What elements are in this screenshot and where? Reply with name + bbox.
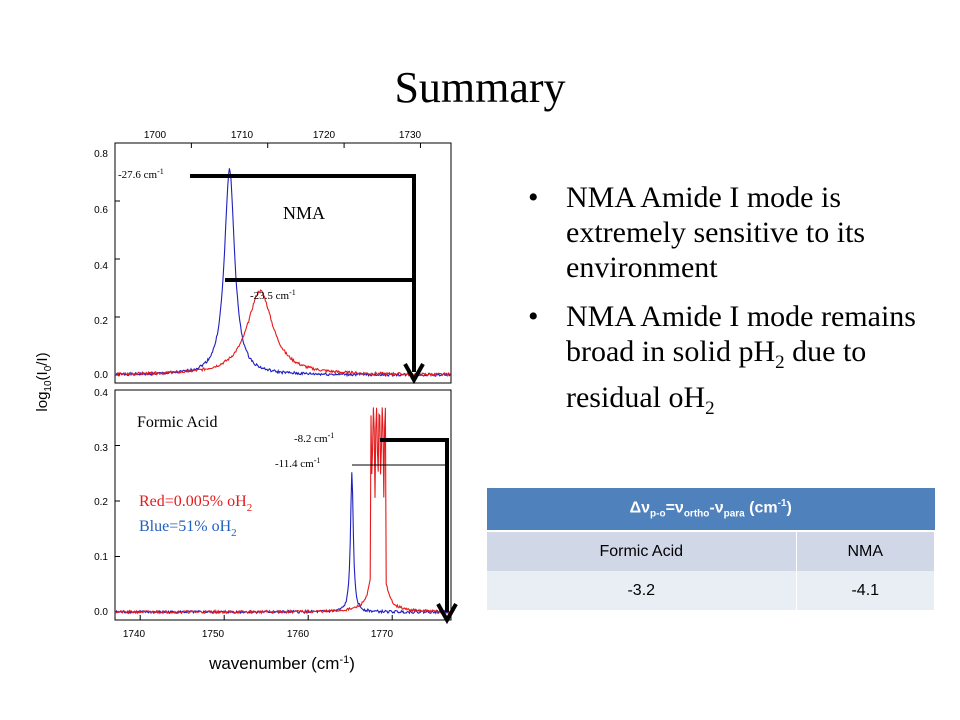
table-value-nma: -4.1: [796, 571, 936, 610]
bottom-x-tick-label-3: 1770: [371, 629, 394, 640]
top-x-tick-label-0: 1700: [144, 130, 167, 141]
top-y-tick-label-0: 0.0: [94, 370, 108, 381]
bottom-x-tick-label-0: 1740: [123, 629, 146, 640]
top-y-tick-label-4: 0.8: [94, 149, 108, 160]
legend-blue: Blue=51% oH2: [139, 518, 237, 539]
bottom-bracket: [380, 438, 449, 612]
bottom-y-ticks: [115, 389, 120, 613]
bottom-y-tick-label-1: 0.1: [94, 552, 108, 563]
top-x-tick-label-3: 1730: [399, 130, 422, 141]
table-row: Formic Acid NMA: [487, 531, 936, 571]
bottom-y-tick-label-3: 0.3: [94, 443, 108, 454]
bullet-text-1: NMA Amide I mode is extremely sensitive …: [566, 181, 866, 284]
top-arrow-head: [403, 363, 425, 385]
top-annotation-2: -23.5 cm-1: [250, 288, 296, 302]
bottom-annotation-2: -11.4 cm-1: [275, 456, 320, 470]
top-panel-label: NMA: [283, 203, 325, 223]
bottom-y-tick-label-2: 0.2: [94, 497, 108, 508]
bottom-x-ticks: [139, 615, 393, 620]
bottom-y-tick-label-0: 0.0: [94, 607, 108, 618]
x-axis-title: wavenumber (cm-1): [208, 654, 355, 673]
bottom-panel-label: Formic Acid: [137, 414, 217, 431]
bullet-dot-icon: •: [528, 300, 539, 333]
bottom-arrow-head: [436, 603, 458, 625]
top-y-tick-label-2: 0.4: [94, 261, 108, 272]
top-x-ticks: [190, 143, 421, 148]
top-series-blue-line: [114, 168, 452, 378]
top-bracket-upper: [190, 174, 416, 372]
bottom-x-tick-label-1: 1750: [202, 629, 225, 640]
bottom-y-tick-label-4: 0.4: [94, 388, 108, 399]
top-annotation-1: -27.6 cm-1: [118, 167, 164, 181]
top-y-tick-label-1: 0.2: [94, 316, 108, 327]
table-value-formic-acid: -3.2: [487, 571, 797, 610]
table-cell-formic-acid: Formic Acid: [487, 531, 797, 571]
bullet-text-2: NMA Amide I mode remains broad in solid …: [566, 300, 916, 419]
table-header: Δνp-o=νortho-νpara (cm-1): [487, 488, 935, 532]
summary-table: Δνp-o=νortho-νpara (cm-1) Formic Acid NM…: [487, 488, 936, 610]
bottom-series-blue-line: [114, 472, 452, 615]
top-x-tick-label-1: 1710: [231, 130, 254, 141]
bullet-item-1: • NMA Amide I mode is extremely sensitive…: [528, 180, 948, 285]
legend-red: Red=0.005% oH2: [139, 493, 252, 514]
table-cell-nma: NMA: [796, 531, 936, 571]
slide-title: Summary: [394, 63, 566, 112]
bottom-panel-frame: [114, 389, 452, 621]
bottom-x-tick-label-2: 1760: [287, 629, 310, 640]
bullet-item-2: • NMA Amide I mode remains broad in solid…: [528, 299, 948, 426]
top-panel-frame: [114, 142, 452, 384]
bottom-annotation-1: -8.2 cm-1: [294, 431, 334, 445]
top-y-tick-label-3: 0.6: [94, 205, 108, 216]
y-axis-title: log10(I0/I): [34, 352, 54, 411]
top-x-tick-label-2: 1720: [313, 130, 336, 141]
top-series-red-line: [114, 289, 452, 378]
bullet-dot-icon: •: [528, 181, 539, 214]
table-row: -3.2 -4.1: [487, 571, 936, 610]
bullet-list: • NMA Amide I mode is extremely sensitive…: [528, 180, 948, 440]
bottom-series-red-line: [114, 407, 452, 615]
